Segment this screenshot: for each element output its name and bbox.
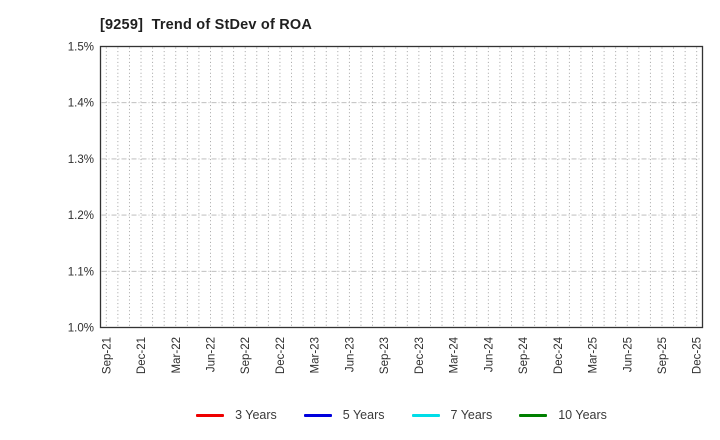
x-tick-label: Dec-23 xyxy=(414,337,426,374)
chart-legend: 3 Years 5 Years 7 Years 10 Years xyxy=(100,403,703,427)
plot-border xyxy=(99,45,704,329)
y-tick-label: 1.5% xyxy=(68,42,94,54)
y-tick-label: 1.2% xyxy=(68,210,94,222)
x-tick-label: Dec-21 xyxy=(136,337,148,374)
x-tick-label: Jun-24 xyxy=(483,336,495,372)
x-tick-label: Sep-22 xyxy=(240,337,252,374)
legend-label: 7 Years xyxy=(450,408,493,422)
x-tick-label: Mar-24 xyxy=(449,336,461,373)
legend-item-7-years: 7 Years xyxy=(411,408,493,422)
x-tick-label: Sep-25 xyxy=(657,337,669,374)
x-tick-label: Jun-23 xyxy=(344,337,356,372)
chart-title: [9259] Trend of StDev of ROA xyxy=(100,17,313,33)
y-tick-label: 1.3% xyxy=(68,154,94,166)
legend-item-10-years: 10 Years xyxy=(519,408,607,422)
legend-item-3-years: 3 Years xyxy=(196,408,277,422)
x-tick-label: Mar-23 xyxy=(310,337,322,373)
legend-label: 10 Years xyxy=(558,408,607,422)
x-tick-label: Jun-22 xyxy=(205,337,217,372)
legend-swatch xyxy=(411,413,440,417)
x-tick-label: Mar-22 xyxy=(171,337,183,373)
x-tick-label: Dec-22 xyxy=(275,337,287,374)
y-tick-label: 1.4% xyxy=(68,98,94,110)
x-tick-label: Dec-25 xyxy=(692,337,704,374)
x-tick-label: Sep-21 xyxy=(101,337,113,374)
y-tick-label: 1.1% xyxy=(68,266,94,278)
legend-label: 3 Years xyxy=(235,408,277,422)
x-tick-label: Sep-23 xyxy=(379,337,391,374)
legend-item-5-years: 5 Years xyxy=(303,408,385,422)
legend-swatch xyxy=(196,413,225,417)
legend-swatch xyxy=(519,413,548,417)
legend-label: 5 Years xyxy=(342,408,385,422)
legend-swatch xyxy=(303,413,332,417)
x-tick-label: Sep-24 xyxy=(518,336,530,374)
y-tick-label: 1.0% xyxy=(68,323,94,335)
x-tick-label: Mar-25 xyxy=(588,337,600,373)
x-tick-label: Dec-24 xyxy=(553,336,565,374)
x-tick-label: Jun-25 xyxy=(622,337,634,372)
